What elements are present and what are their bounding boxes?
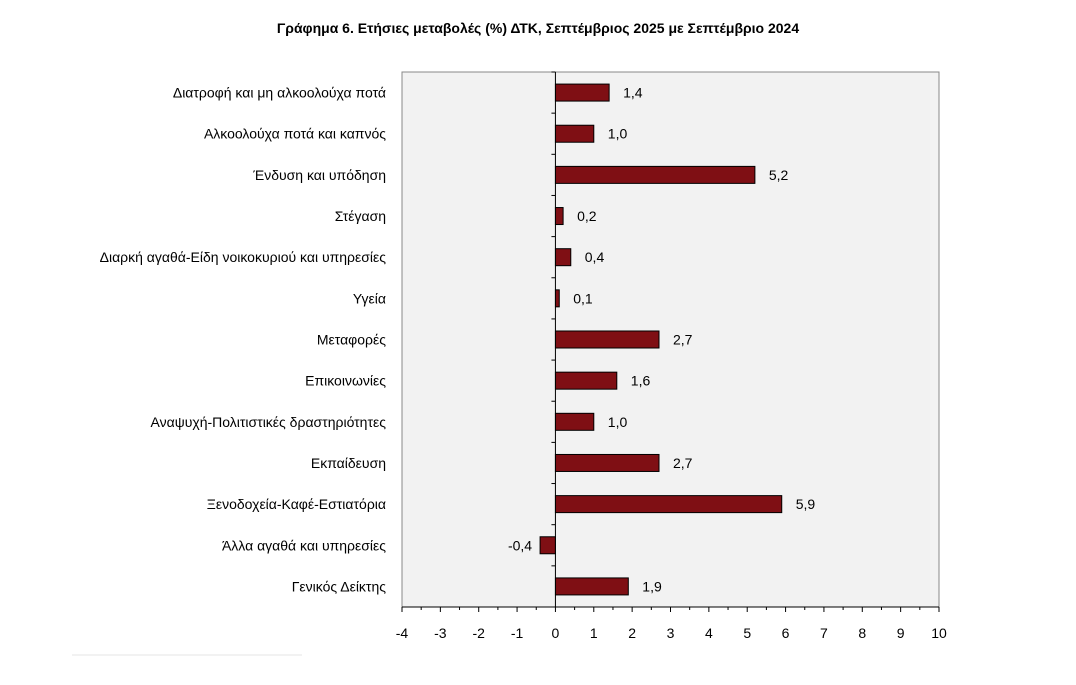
category-label: Αλκοολούχα ποτά και καπνός bbox=[204, 126, 386, 142]
x-tick-label: 0 bbox=[552, 625, 560, 641]
bar bbox=[554, 412, 595, 431]
value-label: 1,4 bbox=[623, 85, 643, 101]
x-tick-label: -1 bbox=[511, 625, 524, 641]
category-label: Αναψυχή-Πολιτιστικές δραστηριότητες bbox=[151, 414, 387, 430]
category-label: Ξενοδοχεία-Καφέ-Εστιατόρια bbox=[207, 496, 386, 512]
x-tick-label: 1 bbox=[590, 625, 598, 641]
category-label: Άλλα αγαθά και υπηρεσίες bbox=[222, 537, 386, 553]
x-tick-label: 5 bbox=[743, 625, 751, 641]
bar bbox=[554, 289, 560, 308]
value-label: 2,7 bbox=[673, 455, 693, 471]
x-tick-label: 6 bbox=[782, 625, 790, 641]
category-label: Επικοινωνίες bbox=[305, 373, 386, 389]
bar bbox=[554, 165, 756, 184]
x-tick-label: -4 bbox=[396, 625, 409, 641]
x-tick-label: 8 bbox=[858, 625, 866, 641]
bar bbox=[554, 207, 564, 226]
category-label: Διατροφή και μη αλκοολούχα ποτά bbox=[173, 85, 386, 101]
value-label: 0,1 bbox=[573, 290, 593, 306]
x-tick-label: -3 bbox=[434, 625, 447, 641]
category-label: Στέγαση bbox=[335, 208, 386, 224]
value-label: 1,0 bbox=[608, 414, 628, 430]
value-label: 0,2 bbox=[577, 208, 597, 224]
chart-title: Γράφημα 6. Ετήσιες μεταβολές (%) ΔΤΚ, Σε… bbox=[276, 20, 800, 36]
category-label: Ένδυση και υπόδηση bbox=[252, 167, 386, 183]
x-tick-label: 9 bbox=[897, 625, 905, 641]
x-tick-label: 10 bbox=[931, 625, 947, 641]
category-label: Διαρκή αγαθά-Είδη νοικοκυριού και υπηρεσ… bbox=[100, 249, 387, 265]
bar bbox=[554, 453, 660, 472]
x-tick-label: 3 bbox=[667, 625, 675, 641]
plot-area bbox=[401, 71, 940, 608]
bar bbox=[539, 536, 556, 555]
value-label: 0,4 bbox=[585, 249, 605, 265]
value-label: 1,0 bbox=[608, 126, 628, 142]
value-label: 1,9 bbox=[642, 578, 662, 594]
category-label: Υγεία bbox=[353, 290, 386, 306]
category-label: Μεταφορές bbox=[317, 332, 386, 348]
value-label: 2,7 bbox=[673, 332, 693, 348]
x-tick-label: 7 bbox=[820, 625, 828, 641]
x-tick-label: -2 bbox=[472, 625, 485, 641]
x-tick-label: 2 bbox=[628, 625, 636, 641]
category-label: Εκπαίδευση bbox=[311, 455, 386, 471]
value-label: 1,6 bbox=[631, 373, 651, 389]
bar bbox=[554, 248, 572, 267]
faint-divider bbox=[72, 654, 302, 656]
bar bbox=[554, 495, 783, 514]
category-label: Γενικός Δείκτης bbox=[292, 578, 387, 594]
value-label: -0,4 bbox=[508, 537, 532, 553]
value-label: 5,2 bbox=[769, 167, 789, 183]
bar bbox=[554, 577, 629, 596]
x-tick-label: 4 bbox=[705, 625, 713, 641]
bar bbox=[554, 371, 618, 390]
value-label: 5,9 bbox=[796, 496, 816, 512]
bar bbox=[554, 330, 660, 349]
bar bbox=[554, 124, 595, 143]
bar bbox=[554, 83, 610, 102]
